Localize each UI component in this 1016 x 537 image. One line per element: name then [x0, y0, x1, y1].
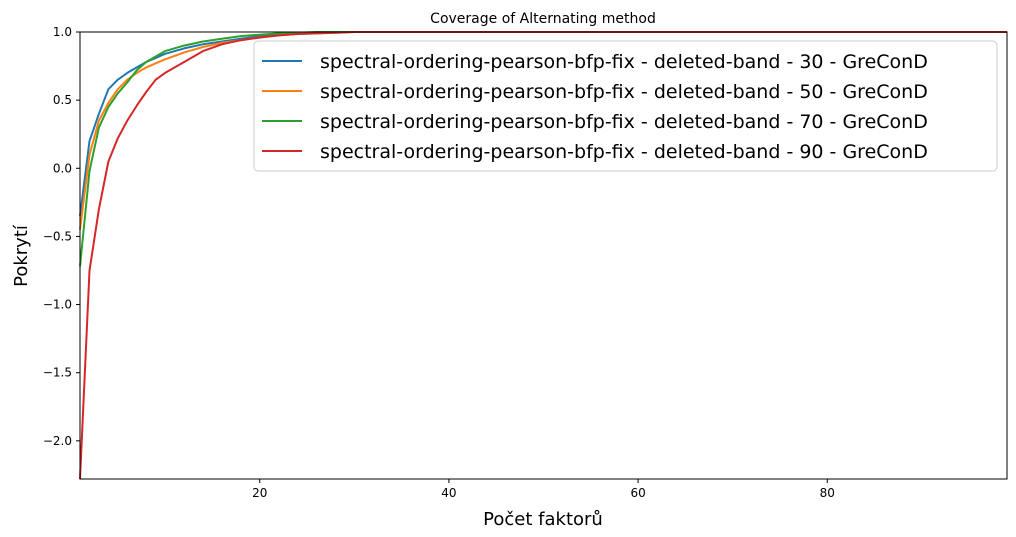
x-axis-title: Počet faktorů [483, 509, 603, 530]
x-axis: 20 40 60 80 [252, 479, 835, 500]
legend-label-1: spectral-ordering-pearson-bfp-fix - dele… [320, 51, 928, 73]
x-tick-label: 80 [820, 486, 835, 500]
legend: spectral-ordering-pearson-bfp-fix - dele… [253, 40, 998, 172]
y-tick-label: −1.5 [43, 366, 72, 380]
legend-label-3: spectral-ordering-pearson-bfp-fix - dele… [320, 111, 928, 133]
y-tick-label: −1.0 [43, 298, 72, 312]
y-axis: 1.0 0.5 0.0 −0.5 −1.0 −1.5 −2.0 [43, 25, 80, 448]
plot-frame [79, 31, 1008, 480]
y-tick-label: −0.5 [43, 229, 72, 243]
chart-title: Coverage of Alternating method [430, 11, 656, 27]
legend-label-4: spectral-ordering-pearson-bfp-fix - dele… [320, 141, 928, 163]
y-tick-label: −2.0 [43, 434, 72, 448]
legend-frame [253, 40, 998, 172]
y-axis-title: Pokrytí [11, 224, 32, 287]
y-tick-label: 0.0 [53, 161, 72, 175]
x-tick-label: 40 [441, 486, 456, 500]
x-tick-label: 60 [630, 486, 645, 500]
legend-label-2: spectral-ordering-pearson-bfp-fix - dele… [320, 81, 928, 103]
x-tick-label: 20 [252, 486, 267, 500]
y-tick-label: 0.5 [53, 93, 72, 107]
y-tick-label: 1.0 [53, 25, 72, 39]
